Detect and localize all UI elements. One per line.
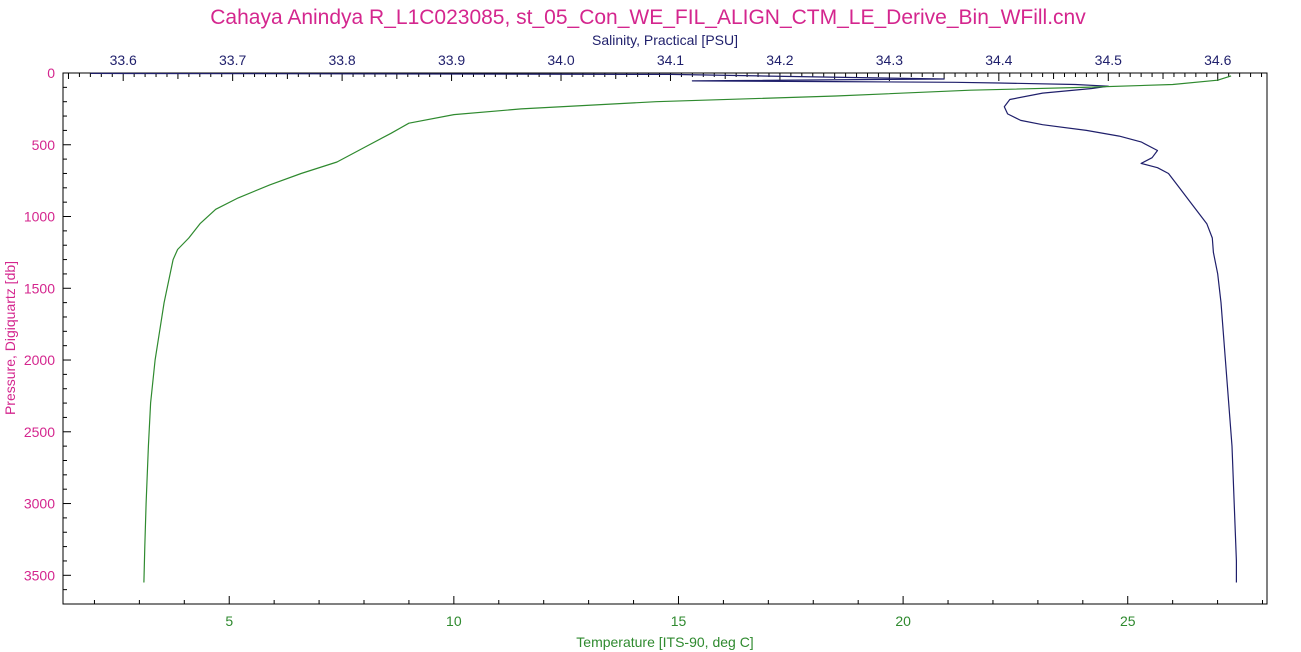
top-tick-label: 33.9 xyxy=(438,52,465,68)
temperature-line xyxy=(143,75,1232,583)
bottom-tick-label: 25 xyxy=(1120,613,1136,629)
top-tick-label: 34.0 xyxy=(547,52,574,68)
top-tick-label: 34.5 xyxy=(1095,52,1122,68)
top-tick-label: 33.8 xyxy=(328,52,355,68)
top-tick-label: 34.2 xyxy=(766,52,793,68)
top-tick-label: 33.7 xyxy=(219,52,246,68)
top-tick-label: 33.6 xyxy=(110,52,137,68)
bottom-tick-label: 15 xyxy=(671,613,687,629)
bottom-tick-label: 5 xyxy=(225,613,233,629)
bottom-tick-label: 10 xyxy=(446,613,462,629)
chart-title: Cahaya Anindya R_L1C023085, st_05_Con_WE… xyxy=(210,6,1086,29)
y-tick-label: 2000 xyxy=(24,352,55,368)
y-tick-label: 3000 xyxy=(24,496,55,512)
top-tick-label: 34.1 xyxy=(657,52,684,68)
plot-frame xyxy=(62,72,1268,605)
bottom-axis-label: Temperature [ITS-90, deg C] xyxy=(576,634,753,650)
y-tick-label: 500 xyxy=(32,137,56,153)
bottom-tick-label: 20 xyxy=(895,613,911,629)
top-tick-label: 34.3 xyxy=(876,52,903,68)
y-tick-label: 2500 xyxy=(24,424,55,440)
salinity-line xyxy=(90,72,1238,583)
y-tick-label: 3500 xyxy=(24,567,55,583)
y-tick-label: 1000 xyxy=(24,209,55,225)
top-axis-label: Salinity, Practical [PSU] xyxy=(592,32,738,48)
top-tick-label: 34.4 xyxy=(985,52,1012,68)
y-axis-label: Pressure, Digiquartz [db] xyxy=(2,261,18,415)
y-tick-label: 1500 xyxy=(24,280,55,296)
top-tick-label: 34.6 xyxy=(1204,52,1231,68)
y-tick-label: 0 xyxy=(47,65,55,81)
